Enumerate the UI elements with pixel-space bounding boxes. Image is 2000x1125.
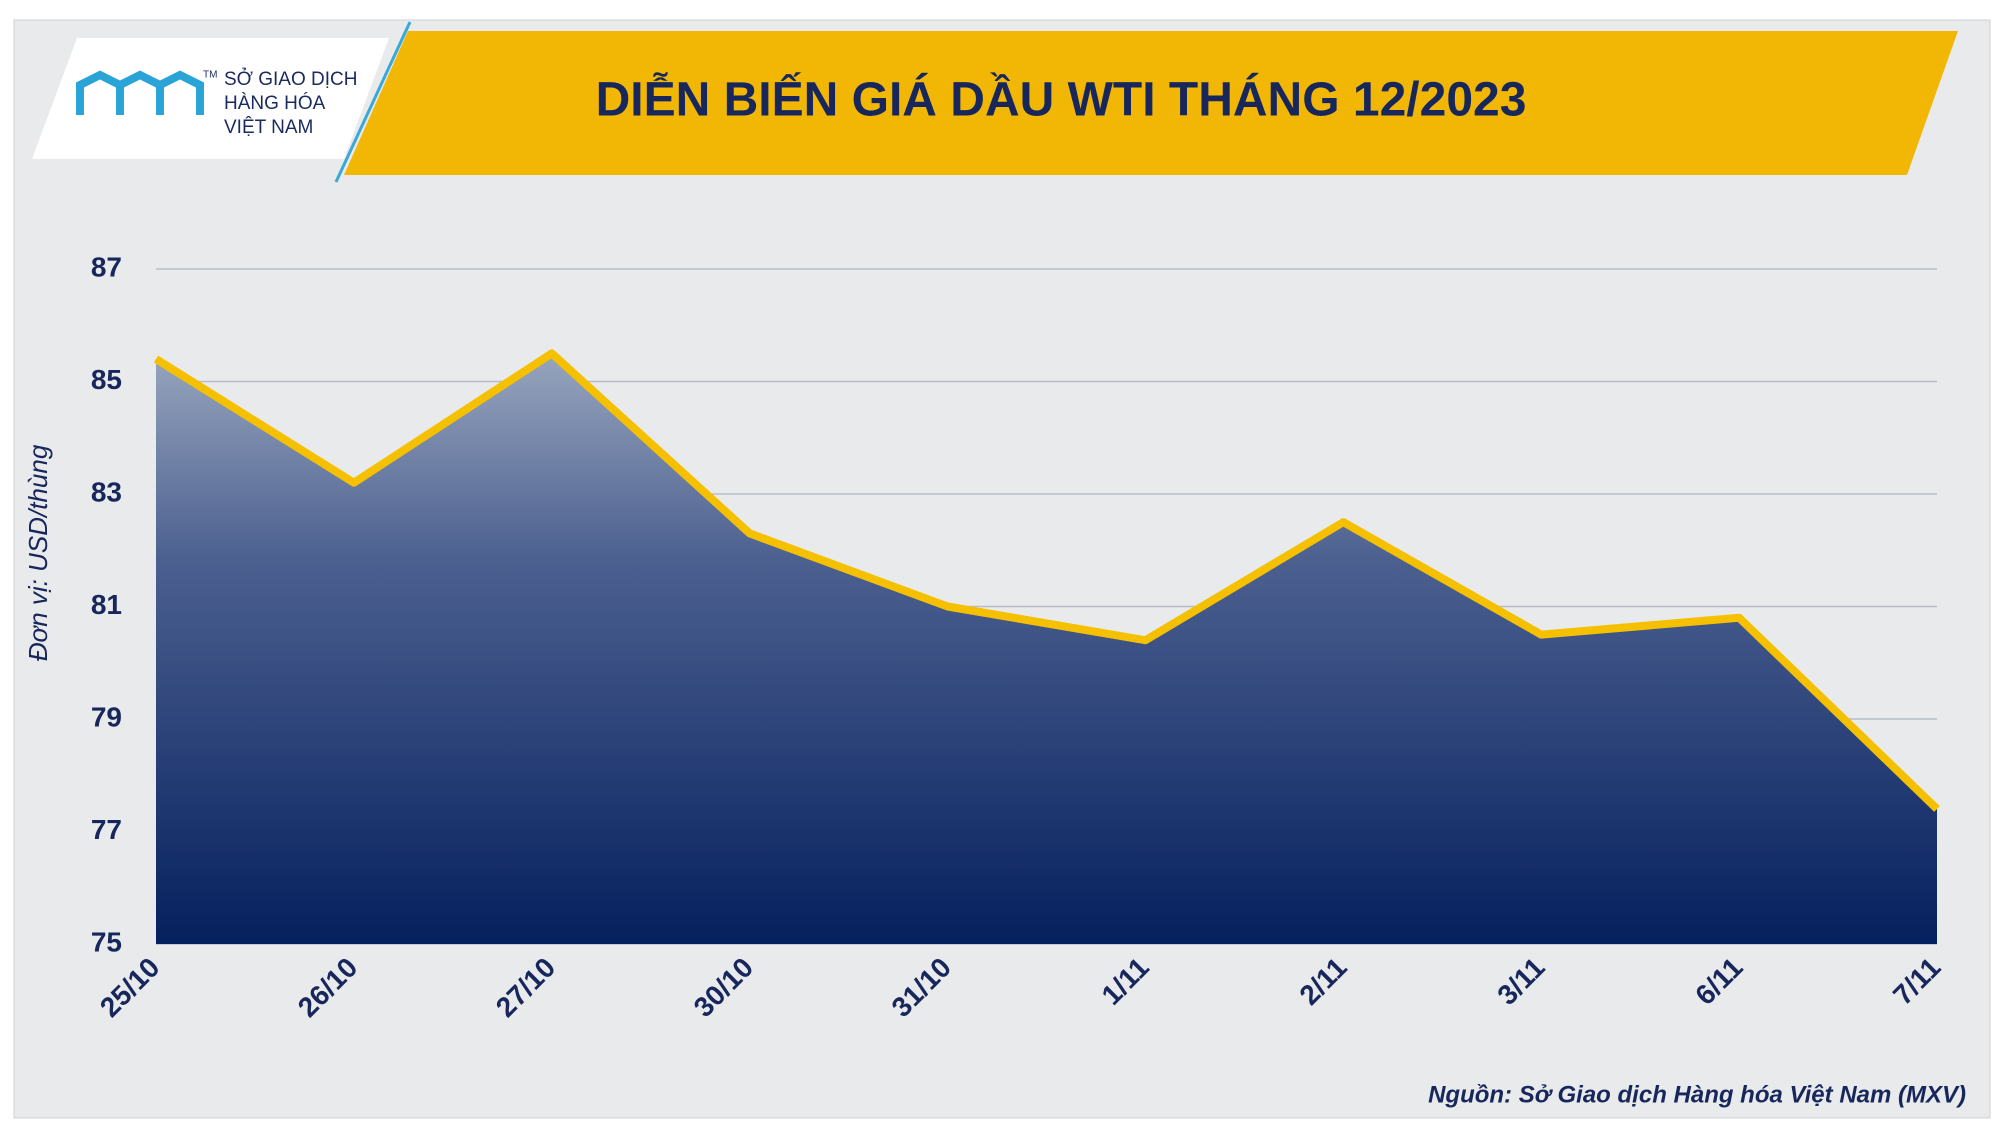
y-tick-label: 85	[91, 364, 122, 395]
y-tick-label: 81	[91, 589, 122, 620]
source-note: Nguồn: Sở Giao dịch Hàng hóa Việt Nam (M…	[1428, 1081, 1966, 1108]
y-axis-label: Đơn vị: USD/thùng	[23, 444, 53, 661]
line	[153, 349, 1940, 812]
chart-title: DIỄN BIẾN GIÁ DẦU WTI THÁNG 12/2023	[596, 73, 1527, 127]
y-tick-label: 87	[91, 251, 122, 282]
logo-text: HÀNG HÓA	[224, 92, 326, 114]
logo-mark	[76, 70, 204, 115]
y-tick-label: 77	[91, 814, 122, 845]
logo-tm: TM	[203, 70, 217, 81]
logo-text: VIỆT NAM	[224, 116, 313, 138]
title-banner	[344, 31, 1958, 175]
banner-accent	[334, 21, 412, 183]
logo-box	[32, 38, 389, 159]
y-tick-label: 83	[91, 476, 122, 507]
y-tick-label: 79	[91, 701, 122, 732]
y-tick-label: 75	[91, 926, 122, 957]
logo-text: SỞ GIAO DỊCH	[224, 68, 357, 90]
area	[156, 353, 1937, 944]
